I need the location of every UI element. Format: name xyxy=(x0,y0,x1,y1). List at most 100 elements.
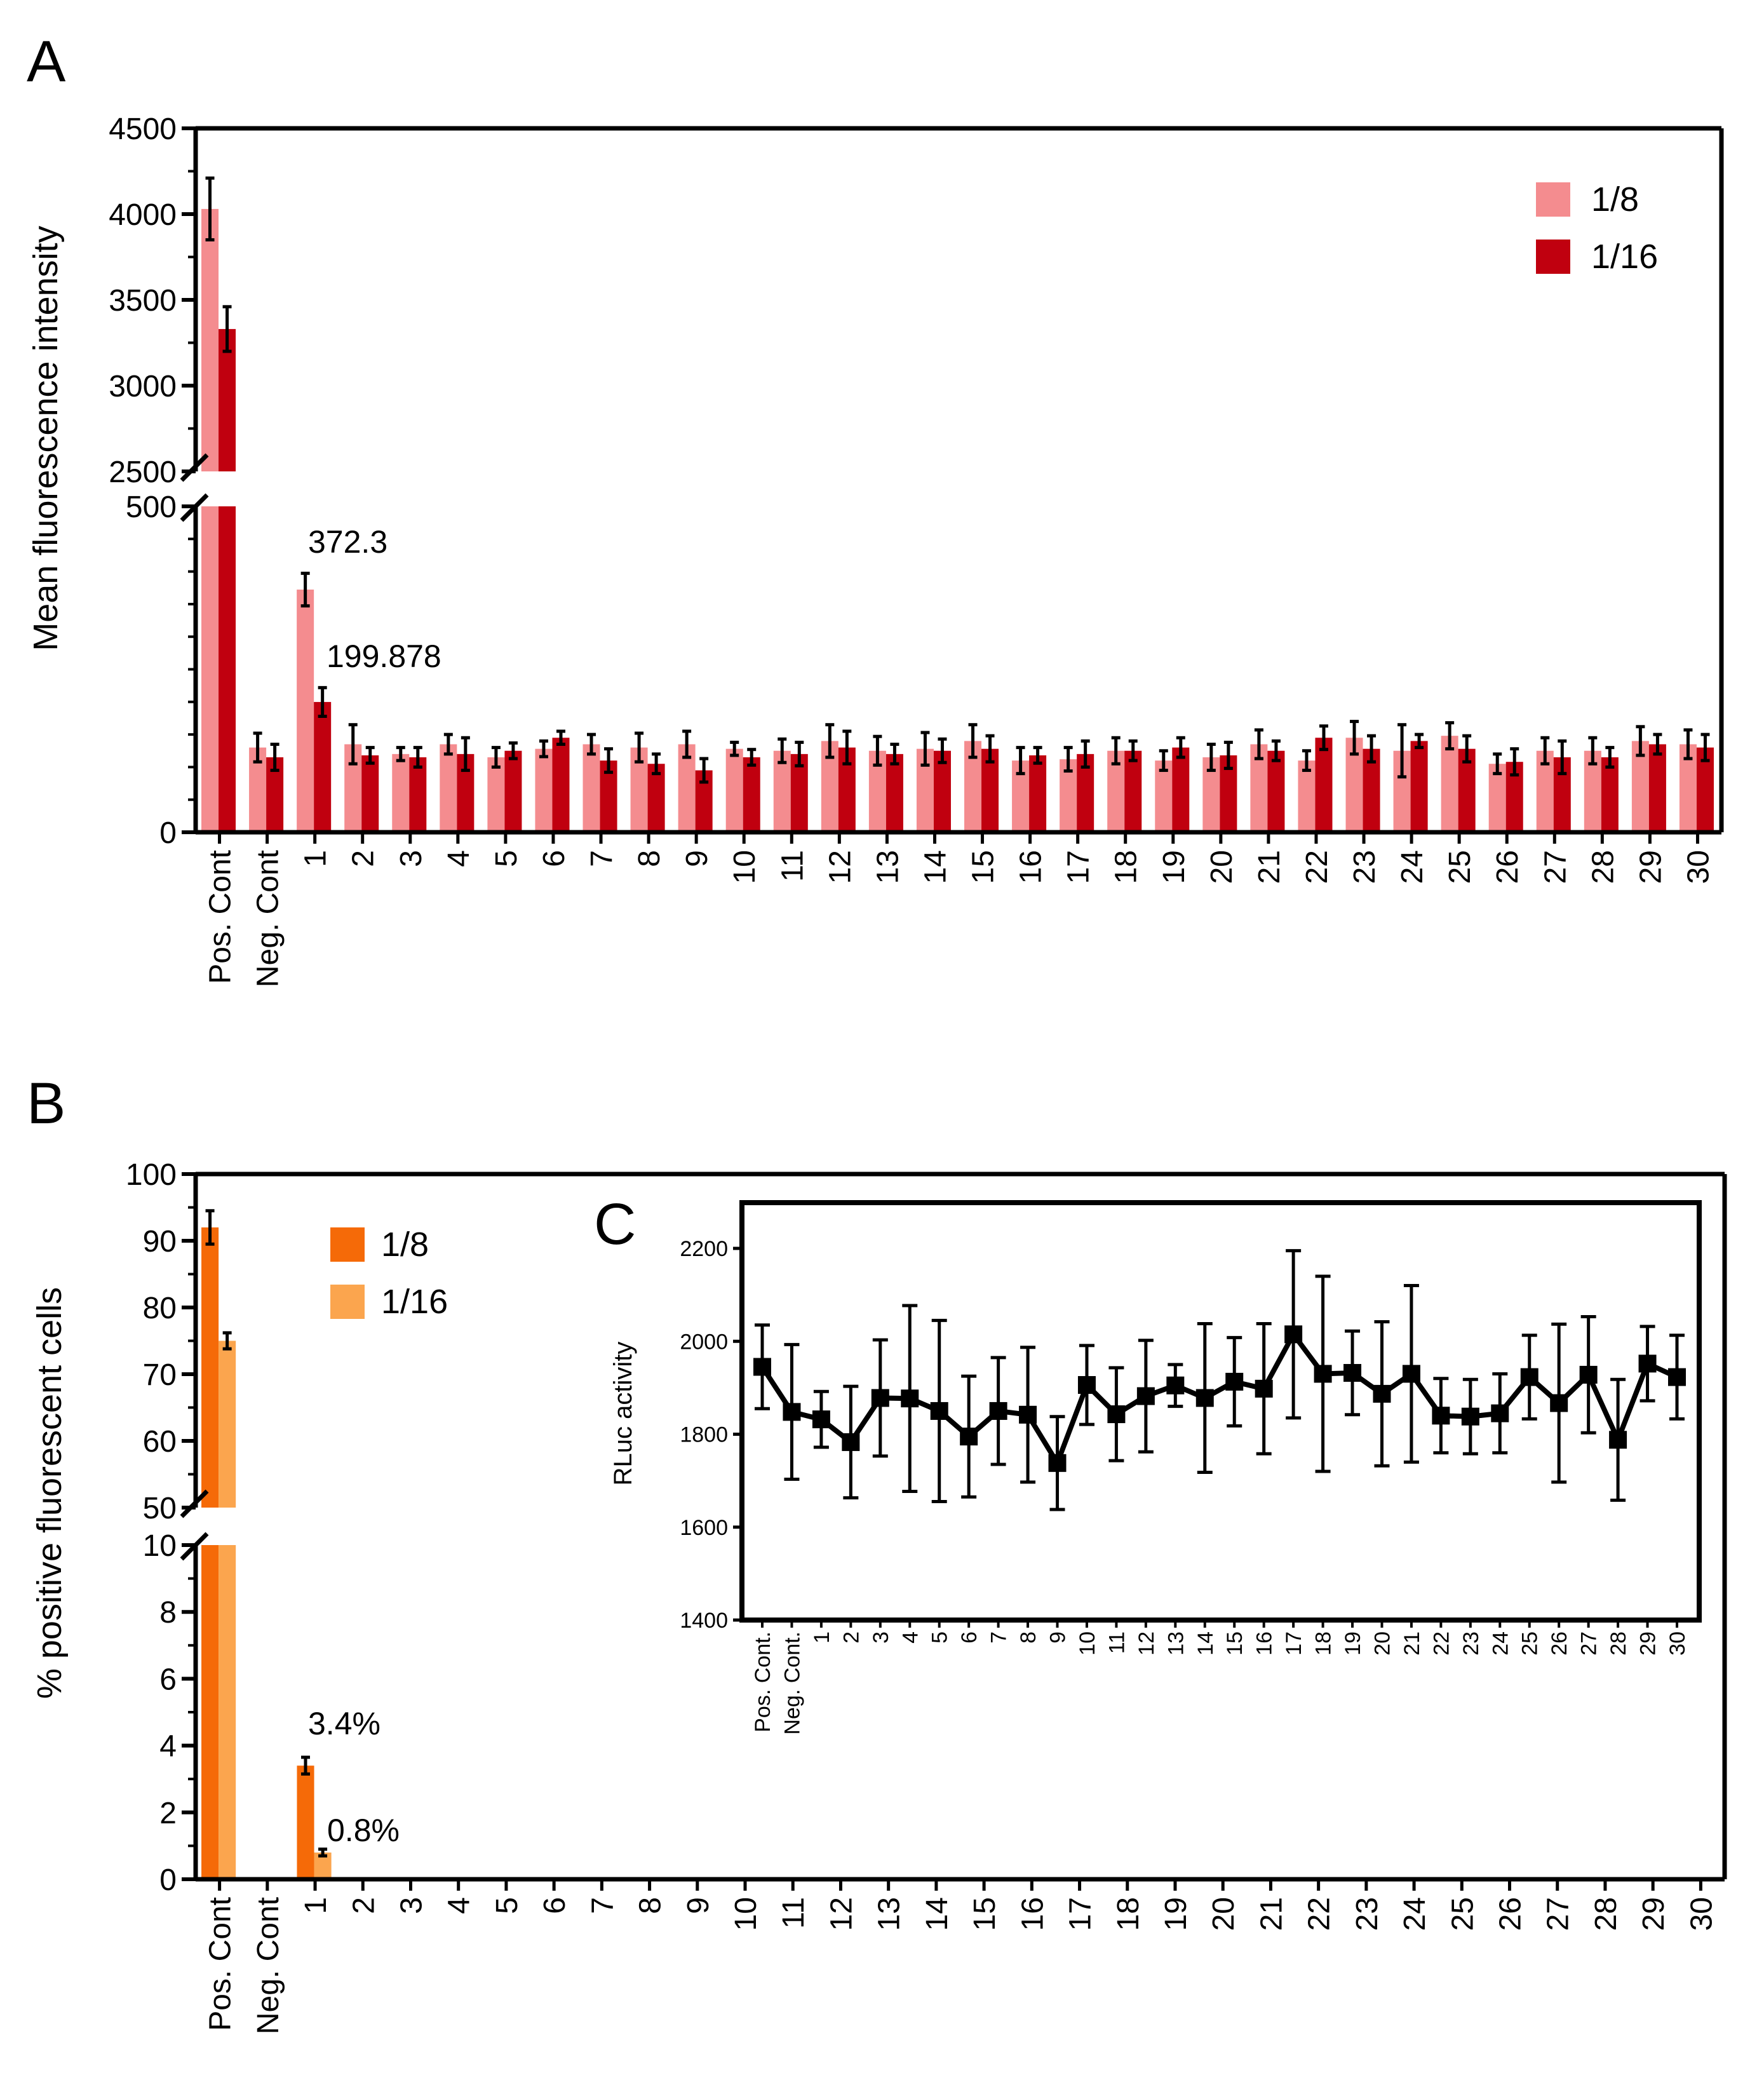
bar xyxy=(582,744,600,832)
x-tick-label: 23 xyxy=(1459,1631,1483,1656)
y-tick-label: 4 xyxy=(159,1730,177,1764)
data-point xyxy=(871,1389,889,1407)
bar xyxy=(504,750,522,832)
y-tick-label: 2200 xyxy=(680,1237,728,1261)
x-tick-label: 9 xyxy=(682,1897,715,1914)
legend-label: 1/16 xyxy=(381,1283,448,1321)
data-point xyxy=(1579,1365,1598,1384)
x-tick-label: 17 xyxy=(1064,1897,1098,1931)
x-tick-label: 28 xyxy=(1606,1631,1631,1656)
x-tick-label: 21 xyxy=(1400,1631,1424,1656)
x-tick-label: 11 xyxy=(1105,1631,1129,1654)
panel-c-background xyxy=(737,1194,1696,1607)
panel-b-legend: 1/8 1/16 xyxy=(330,1226,448,1321)
data-point xyxy=(1373,1384,1391,1403)
x-tick-label: 26 xyxy=(1494,1897,1528,1931)
y-tick-label: 0 xyxy=(159,1863,177,1897)
bar xyxy=(201,208,219,471)
x-tick-label: 1 xyxy=(299,1897,333,1914)
axis-break-mark xyxy=(180,1532,209,1561)
panel-c-x-tick-labels: Pos. Cont. Neg. Cont. 1 2 3 4 5 6 7 8 9 10 11 12 13 14 1… xyxy=(751,1620,1690,1735)
data-point xyxy=(930,1401,948,1420)
data-point xyxy=(1195,1389,1214,1407)
bar xyxy=(885,753,903,832)
data-point xyxy=(1077,1375,1096,1394)
x-tick-label: 23 xyxy=(1348,850,1382,884)
x-tick-label: 26 xyxy=(1547,1631,1572,1656)
legend-label: 1/8 xyxy=(1591,180,1639,219)
y-tick-label: 10 xyxy=(143,1529,177,1563)
panel-a-legend: 1/8 1/16 xyxy=(1536,180,1658,276)
bar xyxy=(773,750,791,832)
y-tick-label: 0 xyxy=(159,816,177,850)
x-tick-label: 30 xyxy=(1666,1631,1690,1656)
y-tick-label: 70 xyxy=(143,1358,177,1392)
x-tick-label: 18 xyxy=(1110,850,1143,884)
panel-a-x-tick-labels: Pos. Cont Neg. Cont 1 2 3 4 5 6 7 8 9 10 11 12 13 14 15 1… xyxy=(204,832,1715,987)
x-tick-label: Neg. Cont. xyxy=(780,1631,804,1735)
panel-a: A Mean fluorescence intensity 2500300035… xyxy=(27,29,1724,987)
x-tick-label: 29 xyxy=(1637,1897,1671,1931)
bar xyxy=(487,757,505,832)
x-tick-label: 25 xyxy=(1446,1897,1479,1931)
x-tick-label: 2 xyxy=(347,850,380,867)
x-tick-label: Neg. Cont xyxy=(252,1897,285,2034)
annotation-label: 199.878 xyxy=(327,638,441,674)
bar xyxy=(361,755,379,832)
panel-a-axes xyxy=(180,126,1724,835)
bar xyxy=(440,744,457,832)
x-tick-label: 5 xyxy=(490,1897,524,1914)
bar xyxy=(1124,750,1142,832)
x-tick-label: 10 xyxy=(728,850,762,884)
x-tick-label: 30 xyxy=(1681,850,1715,884)
x-tick-label: 6 xyxy=(957,1631,981,1644)
bar xyxy=(1648,744,1666,832)
bar xyxy=(1029,755,1047,832)
x-tick-label: 29 xyxy=(1636,1631,1660,1656)
x-tick-label: 29 xyxy=(1634,850,1667,884)
axis-break-mark xyxy=(180,1489,209,1518)
bar xyxy=(933,750,951,832)
x-tick-label: 16 xyxy=(1014,850,1048,884)
y-tick-label: 50 xyxy=(143,1492,177,1525)
x-tick-label: 22 xyxy=(1429,1631,1453,1656)
x-tick-label: 3 xyxy=(869,1631,893,1644)
panel-c-label: C xyxy=(594,1192,636,1257)
y-tick-label: 2500 xyxy=(109,456,177,489)
bar xyxy=(1155,760,1173,832)
bar xyxy=(219,506,236,832)
y-tick-label: 4500 xyxy=(109,112,177,146)
data-point xyxy=(1550,1394,1568,1412)
x-tick-label: 8 xyxy=(634,1897,668,1914)
data-point xyxy=(783,1403,801,1421)
data-point xyxy=(1432,1407,1450,1425)
panel-b-axes xyxy=(180,1172,1727,1882)
x-tick-label: 2 xyxy=(347,1897,380,1914)
x-tick-label: 9 xyxy=(1046,1631,1070,1644)
y-tick-label: 500 xyxy=(126,490,177,524)
x-tick-label: 15 xyxy=(968,1897,1002,1931)
data-point xyxy=(812,1410,830,1429)
panel-a-label: A xyxy=(27,29,66,94)
data-point xyxy=(1225,1372,1244,1391)
axis-break-mark xyxy=(180,453,209,482)
data-point xyxy=(1255,1379,1273,1398)
bar xyxy=(552,738,570,832)
x-tick-label: 14 xyxy=(1194,1631,1218,1656)
data-point xyxy=(1314,1365,1332,1383)
y-tick-label: 1800 xyxy=(680,1423,728,1447)
y-tick-label: 1400 xyxy=(680,1609,728,1633)
y-tick-label: 3500 xyxy=(109,284,177,318)
x-tick-label: 26 xyxy=(1491,850,1525,884)
bar xyxy=(201,1227,219,1508)
y-tick-label: 4000 xyxy=(109,198,177,232)
x-tick-label: 4 xyxy=(442,850,476,867)
x-tick-label: 14 xyxy=(920,1897,954,1931)
x-tick-label: 18 xyxy=(1112,1897,1145,1931)
annotation-label: 3.4% xyxy=(308,1706,380,1741)
x-tick-label: 24 xyxy=(1398,1897,1432,1931)
x-tick-label: 2 xyxy=(839,1631,863,1644)
bar xyxy=(1601,757,1619,832)
x-tick-label: 12 xyxy=(1134,1631,1159,1656)
axis-break-mark xyxy=(180,493,209,522)
